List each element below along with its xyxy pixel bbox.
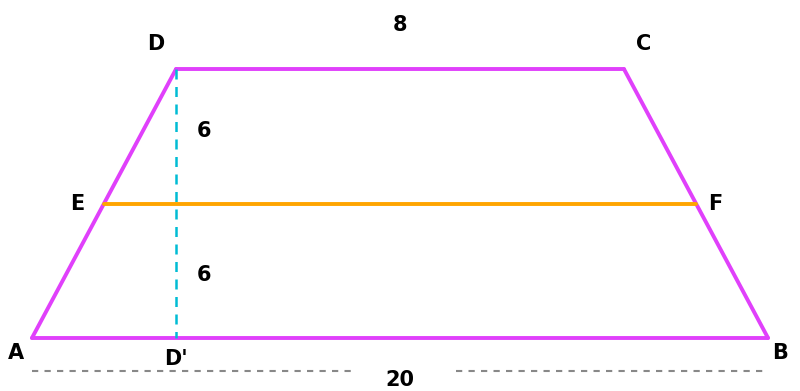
Text: F: F [708, 194, 722, 213]
Text: 20: 20 [386, 370, 414, 390]
Text: E: E [70, 194, 84, 213]
Text: 6: 6 [197, 265, 211, 285]
Text: A: A [8, 343, 24, 363]
Text: B: B [772, 343, 788, 363]
Text: D': D' [164, 349, 188, 369]
Text: 6: 6 [197, 120, 211, 140]
Text: C: C [636, 34, 651, 54]
Text: 8: 8 [393, 15, 407, 35]
Text: D: D [146, 34, 164, 54]
